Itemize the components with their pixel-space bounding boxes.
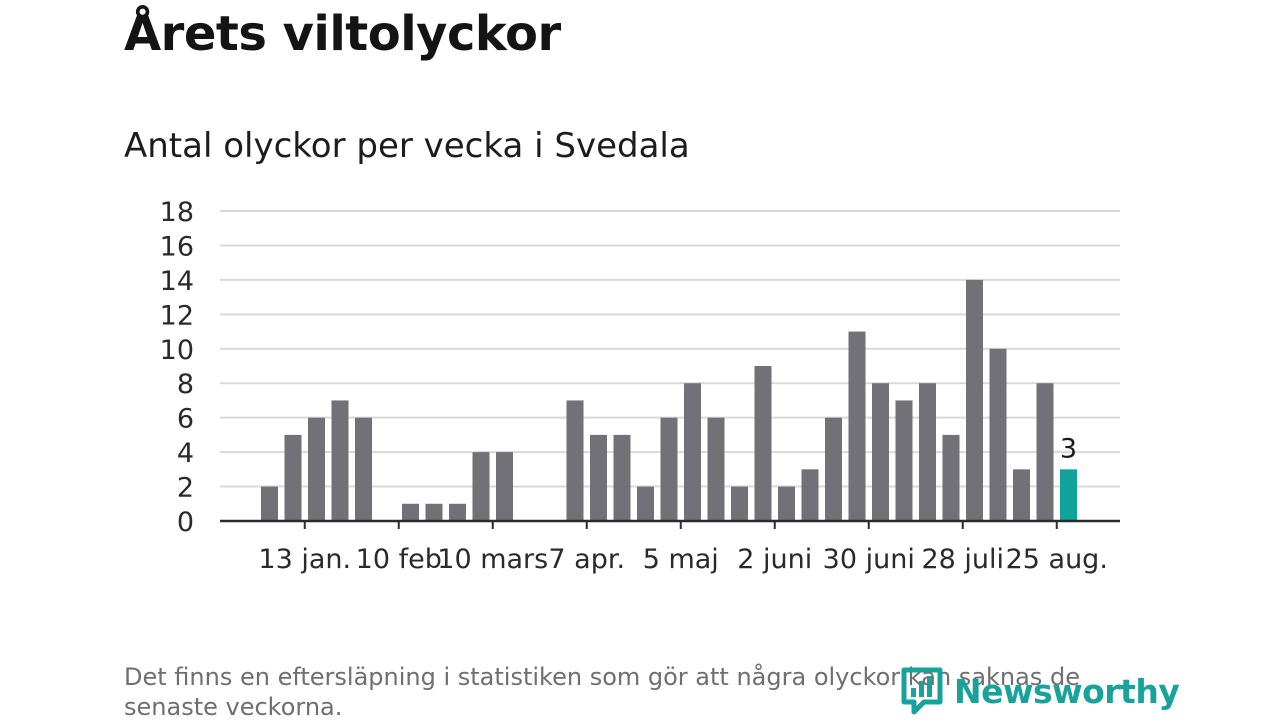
bar <box>660 417 678 521</box>
bar <box>261 486 278 521</box>
bar <box>449 503 466 521</box>
x-tick-label: 10 mars <box>437 544 548 575</box>
y-tick-label: 16 <box>160 231 194 262</box>
x-tick-label: 30 juni <box>823 544 915 575</box>
bar <box>1013 469 1030 521</box>
x-tick-label: 28 juli <box>921 544 1004 575</box>
bar <box>966 279 983 521</box>
bar <box>284 434 302 521</box>
x-tick-label: 5 maj <box>643 544 719 575</box>
bar <box>848 331 866 521</box>
x-tick-label: 10 feb <box>356 544 442 575</box>
bar <box>731 486 748 521</box>
newsworthy-logo-icon <box>901 667 943 715</box>
bar <box>355 417 372 521</box>
logo-text: Newsworthy <box>954 671 1180 711</box>
bar <box>308 417 325 521</box>
x-tick-label: 13 jan. <box>258 544 351 575</box>
bar <box>919 383 936 521</box>
y-tick-label: 2 <box>177 473 194 504</box>
chart-title: Årets viltolyckor <box>124 6 561 62</box>
bar <box>801 469 819 521</box>
bar <box>566 400 584 521</box>
bar <box>472 452 490 521</box>
bar <box>942 434 960 521</box>
y-tick-label: 12 <box>160 300 194 331</box>
x-tick-label: 2 juni <box>737 544 812 575</box>
y-tick-label: 4 <box>177 438 194 469</box>
bar <box>331 400 349 521</box>
bar <box>590 434 607 521</box>
bar <box>613 434 631 521</box>
newsworthy-logo: Newsworthy <box>900 666 1180 716</box>
bar <box>825 417 842 521</box>
bar <box>707 417 725 521</box>
y-tick-label: 8 <box>177 369 194 400</box>
bar-highlight <box>1060 469 1077 521</box>
data-label: 3 <box>1060 433 1077 464</box>
bar <box>496 452 513 521</box>
bars <box>261 279 1077 521</box>
bar <box>872 383 889 521</box>
y-tick-label: 0 <box>177 507 194 538</box>
bar <box>684 383 701 521</box>
y-tick-label: 14 <box>160 266 194 297</box>
bar <box>989 348 1007 521</box>
bar <box>425 503 443 521</box>
y-tick-label: 6 <box>177 404 194 435</box>
y-tick-label: 10 <box>160 335 194 366</box>
bar <box>754 366 772 521</box>
y-tick-label: 18 <box>160 197 194 228</box>
bar <box>895 400 913 521</box>
x-tick-label: 7 apr. <box>548 544 625 575</box>
bar <box>778 486 795 521</box>
x-tick-label: 25 aug. <box>1006 544 1108 575</box>
annotations: 3 <box>1060 433 1077 464</box>
bar <box>1036 383 1054 521</box>
bar <box>402 503 419 521</box>
chart-subtitle: Antal olyckor per vecka i Svedala <box>124 126 690 166</box>
bar <box>637 486 654 521</box>
